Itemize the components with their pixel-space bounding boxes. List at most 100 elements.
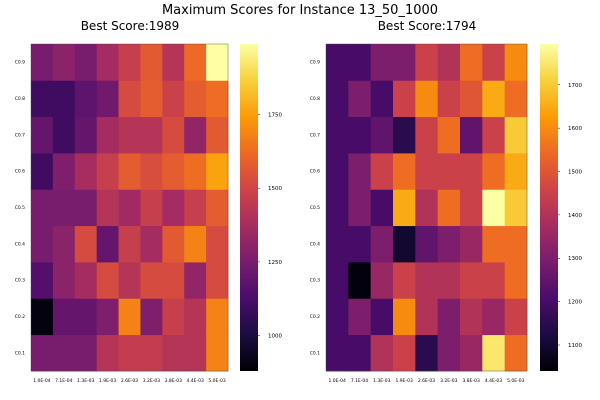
heatmap-cell [140, 262, 163, 299]
x-tick-label: 3.8E-03 [165, 378, 182, 384]
heatmap-cell [348, 189, 372, 227]
heatmap-cell [206, 225, 229, 263]
heatmap-cell [415, 44, 439, 81]
colorbar-tick-label: 1000 [268, 334, 282, 340]
colorbar-tick-label: 1500 [568, 170, 582, 176]
heatmap-cell [370, 44, 394, 81]
heatmap-cell [504, 262, 528, 299]
heatmap-cell [140, 334, 163, 372]
heatmap-cell [118, 334, 141, 372]
colorbar-tick-label: 1250 [268, 260, 282, 266]
heatmap-cell [162, 262, 185, 299]
heatmap-cell [504, 153, 528, 190]
colorbar-tick-label: 1750 [268, 112, 282, 118]
heatmap-cell [206, 80, 229, 118]
colorbar [240, 44, 258, 371]
heatmap-cell [162, 116, 185, 154]
heatmap-cell [118, 44, 141, 81]
heatmap-cell [326, 189, 349, 227]
colorbar [540, 44, 558, 371]
heatmap-cell [348, 334, 372, 372]
heatmap-cell [140, 298, 163, 336]
heatmap-cell [74, 189, 98, 227]
heatmap-cell [370, 298, 394, 336]
x-tick-label: 1.0E-04 [33, 378, 50, 384]
heatmap-cell [482, 44, 506, 81]
heatmap-cell [162, 225, 185, 263]
heatmap-cell [31, 153, 54, 190]
heatmap-cell [460, 189, 483, 227]
heatmap-cell [140, 116, 163, 154]
heatmap-cell [437, 116, 461, 154]
y-tick-label: C0.4 [310, 241, 320, 247]
colorbar-tick-label: 1200 [568, 300, 582, 306]
heatmap-panel-left: Best Score:1989 C0.1 C0.2 C0.3 C0.4 C0.5 C0.6 C… [15, 19, 283, 384]
heatmap-cell [348, 153, 372, 190]
heatmap-cell [31, 44, 54, 81]
heatmap-cell [348, 80, 372, 118]
heatmap-cell [370, 153, 394, 190]
heatmap-cell [393, 334, 416, 372]
heatmap-cell [162, 334, 185, 372]
heatmap-cell [504, 189, 528, 227]
heatmap-cell [326, 334, 349, 372]
heatmap-cell [31, 225, 54, 263]
heatmap-cell [96, 80, 119, 118]
heatmap-cell [184, 80, 207, 118]
heatmap-cell [184, 44, 207, 81]
x-tick-label: 1.0E-04 [328, 378, 345, 384]
heatmap-cell [184, 334, 207, 372]
y-tick-label: C0.8 [310, 96, 320, 102]
colorbar-tick-label: 1700 [568, 83, 582, 89]
heatmap-cell [96, 189, 119, 227]
y-tick-label: C0.7 [310, 132, 320, 138]
heatmap-cell [415, 334, 439, 372]
heatmap-cell [437, 153, 461, 190]
heatmap-cell [96, 262, 119, 299]
y-tick-label: C0.5 [310, 205, 320, 211]
heatmap-cell [504, 334, 528, 372]
heatmap-cell [504, 116, 528, 154]
heatmap-cell [326, 153, 349, 190]
heatmap-cell [140, 153, 163, 190]
colorbar-tick-label: 1100 [568, 343, 582, 349]
heatmap-cell [437, 189, 461, 227]
heatmap-cell [326, 298, 349, 336]
heatmap-cell [370, 116, 394, 154]
heatmap-cell [437, 225, 461, 263]
heatmap-cell [184, 153, 207, 190]
heatmap-cell [326, 80, 349, 118]
x-tick-label: 1.9E-03 [99, 378, 116, 384]
heatmap-cell [348, 262, 372, 299]
heatmap-cell [415, 262, 439, 299]
heatmap-cell [74, 334, 98, 372]
y-tick-label: C0.6 [310, 169, 320, 175]
heatmap-cell [206, 262, 229, 299]
heatmap-cell [118, 262, 141, 299]
heatmap-cell [460, 116, 483, 154]
heatmap-cell [74, 153, 98, 190]
heatmap-cell [140, 189, 163, 227]
x-tick-label: 3.8E-03 [462, 378, 479, 384]
y-tick-label: C0.7 [15, 132, 25, 138]
heatmap-cell [206, 116, 229, 154]
heatmap-cell [118, 116, 141, 154]
heatmap-cell [504, 225, 528, 263]
heatmap-cell [206, 189, 229, 227]
heatmap-cell [326, 262, 349, 299]
heatmap-cell [348, 44, 372, 81]
panel-title: Best Score:1989 [81, 19, 180, 33]
heatmap-cell [96, 153, 119, 190]
heatmap-cell [370, 225, 394, 263]
heatmap-cell [31, 262, 54, 299]
heatmap-cell [370, 80, 394, 118]
heatmap-cell [460, 44, 483, 81]
heatmap-cell [162, 80, 185, 118]
heatmap-cell [52, 262, 76, 299]
heatmap-cell [393, 298, 416, 336]
heatmap-cell [437, 80, 461, 118]
x-tick-label: 1.9E-03 [395, 378, 412, 384]
heatmap-cell [162, 298, 185, 336]
heatmap-cell [393, 80, 416, 118]
